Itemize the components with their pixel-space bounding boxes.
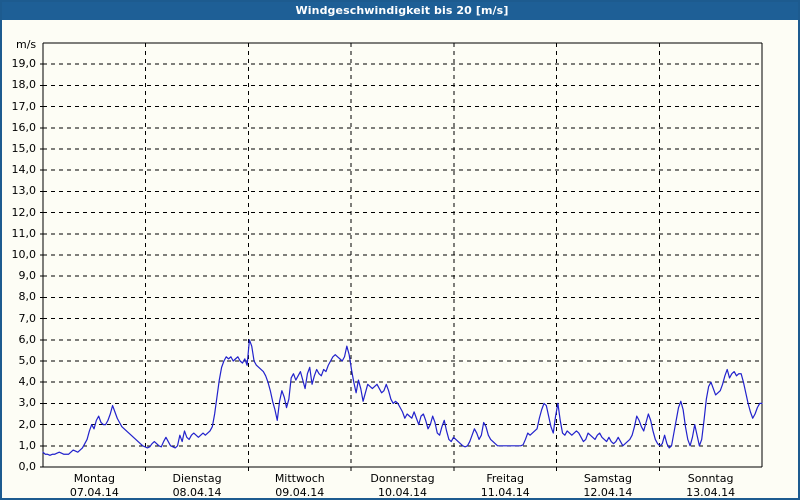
x-axis-day-date: 13.04.14 [686, 486, 736, 499]
y-axis-tick-label: 6,0 [18, 332, 37, 346]
plot-body: m/s 0,0 1,0 2,0 3,0 4,0 5,0 6,0 7,0 8,0 9,0 10,0 11… [2, 20, 798, 498]
y-axis-tick-label: 2,0 [18, 417, 37, 431]
y-axis-tick-label: 5,0 [18, 354, 37, 367]
y-axis-tick-label: 13,0 [11, 184, 37, 198]
x-axis-day-name: Dienstag [172, 472, 222, 485]
y-axis-tick-label: 0,0 [18, 460, 37, 473]
y-axis-tick-label: 11,0 [11, 226, 37, 240]
wind-speed-line-series [42, 339, 763, 456]
y-axis-tick-label: 3,0 [18, 396, 37, 410]
x-axis-day-name: Sonntag [687, 472, 734, 485]
x-axis-day-name: Samstag [583, 472, 633, 485]
y-axis-tick-label: 17,0 [11, 99, 37, 113]
y-axis-tick-label: 18,0 [11, 78, 37, 92]
x-axis-day-name: Mittwoch [274, 472, 325, 485]
x-axis-day-name: Donnerstag [370, 472, 435, 485]
y-axis-tick-label: 4,0 [18, 375, 37, 389]
x-axis-day-label-1: Montag 07.04.14 [39, 472, 149, 499]
x-axis-day-label-4: Donnerstag 10.04.14 [348, 472, 458, 499]
y-axis-tick-label: 19,0 [11, 57, 37, 71]
x-axis-day-date: 12.04.14 [583, 486, 633, 499]
y-axis-unit-label: m/s [16, 38, 37, 51]
chart-plot-area [40, 42, 763, 471]
x-axis-day-label-5: Freitag 11.04.14 [450, 472, 560, 499]
x-axis-day-name: Montag [73, 472, 115, 485]
x-axis-day-date: 09.04.14 [275, 486, 325, 499]
y-axis-tick-label: 1,0 [18, 438, 37, 452]
window-title-bar: Windgeschwindigkeit bis 20 [m/s] [2, 2, 798, 20]
x-axis-day-name: Freitag [486, 472, 525, 485]
y-axis-tick-label: 9,0 [18, 269, 37, 283]
y-axis-tick-label: 8,0 [18, 290, 37, 304]
grid-lines [43, 63, 762, 447]
y-axis-tick-label: 16,0 [11, 120, 37, 134]
y-axis-tick-label: 10,0 [11, 248, 37, 261]
y-axis-tick-label: 7,0 [18, 311, 37, 325]
tick-marks [40, 63, 660, 471]
x-axis-day-label-2: Dienstag 08.04.14 [142, 472, 252, 499]
x-axis-day-date: 07.04.14 [69, 486, 119, 499]
x-axis-day-label-6: Samstag 12.04.14 [553, 472, 663, 499]
y-axis-tick-label: 14,0 [11, 163, 37, 177]
x-axis-day-date: 11.04.14 [480, 486, 530, 499]
x-axis-day-date: 10.04.14 [378, 486, 427, 499]
x-axis-day-label-3: Mittwoch 09.04.14 [245, 472, 355, 499]
x-axis-day-label-7: Sonntag 13.04.14 [656, 472, 766, 499]
x-axis-day-date: 08.04.14 [172, 486, 222, 499]
day-separators [145, 43, 660, 467]
y-axis-tick-label: 15,0 [11, 142, 37, 155]
y-axis-tick-label: 12,0 [11, 205, 37, 219]
